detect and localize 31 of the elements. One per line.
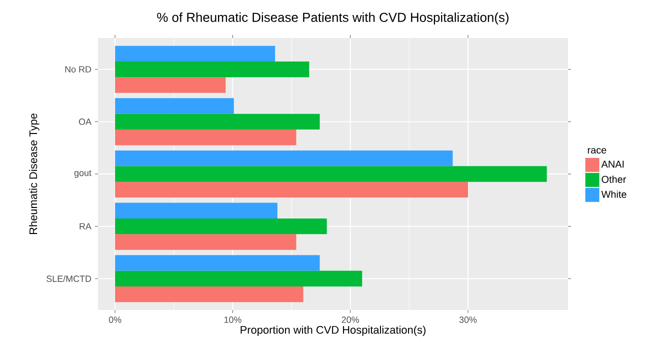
bar bbox=[115, 130, 296, 146]
bar bbox=[115, 202, 278, 218]
chart-title: % of Rheumatic Disease Patients with CVD Hospitalization(s) bbox=[157, 12, 508, 25]
x-tick-label: 30% bbox=[459, 316, 477, 323]
y-tick-label: OA bbox=[78, 118, 92, 125]
bar bbox=[115, 255, 320, 271]
bar bbox=[115, 98, 234, 114]
bar bbox=[115, 166, 547, 182]
bar bbox=[115, 218, 327, 234]
x-tick-label: 0% bbox=[108, 316, 122, 323]
bar bbox=[115, 286, 304, 302]
x-tick-label: 20% bbox=[342, 316, 360, 323]
x-axis-title: Proportion with CVD Hospitalization(s) bbox=[240, 326, 426, 336]
legend-label: Other bbox=[602, 176, 626, 183]
legend-label: White bbox=[601, 190, 626, 198]
bar bbox=[115, 62, 310, 78]
bar bbox=[115, 114, 320, 130]
legend-label: ANAI bbox=[601, 160, 624, 168]
bar bbox=[115, 77, 226, 93]
y-tick-label: No RD bbox=[65, 66, 92, 73]
bar bbox=[115, 46, 276, 62]
y-axis-title: Rheumatic Disease Type bbox=[29, 114, 40, 234]
bar bbox=[115, 234, 296, 250]
y-tick-label: RA bbox=[80, 223, 92, 230]
y-tick-label: SLE/MCTD bbox=[46, 275, 92, 282]
bar bbox=[115, 270, 362, 286]
x-tick-label: 10% bbox=[224, 316, 242, 323]
y-tick-label: gout bbox=[74, 170, 92, 178]
bar bbox=[115, 182, 468, 198]
legend-title: race bbox=[588, 148, 606, 154]
bar bbox=[115, 150, 453, 166]
